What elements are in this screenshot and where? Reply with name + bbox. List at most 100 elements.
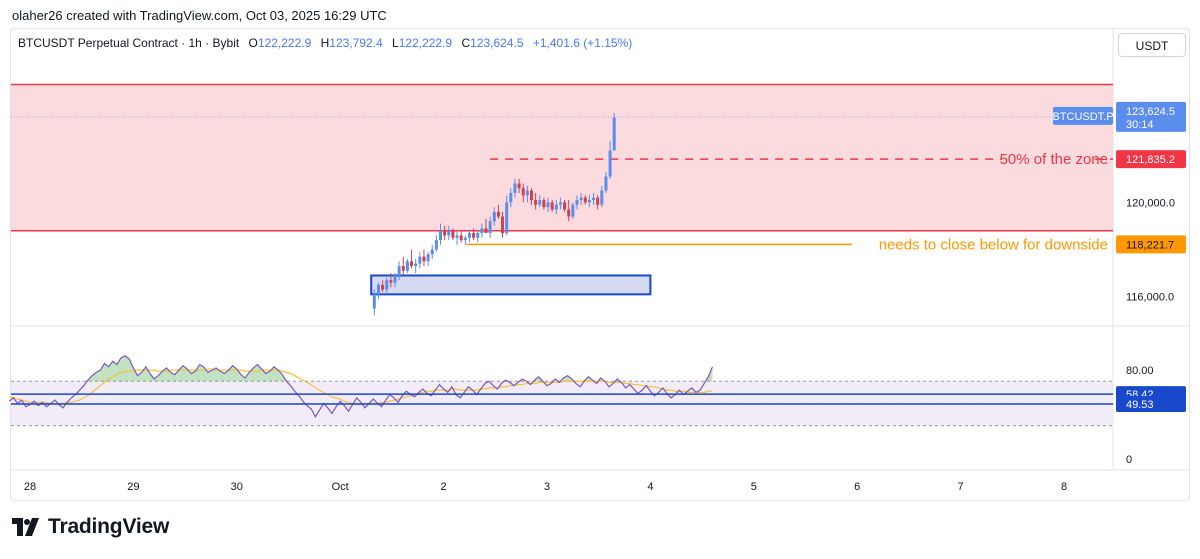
candle-body xyxy=(463,237,467,241)
time-tick-label: 7 xyxy=(958,481,964,493)
candle-body xyxy=(563,202,567,210)
candle-body xyxy=(513,183,517,193)
rsi-tick-label: 80.00 xyxy=(1126,365,1154,377)
time-tick-label: 8 xyxy=(1061,481,1067,493)
supply-zone xyxy=(11,84,1113,231)
candle-body xyxy=(492,211,496,222)
candle-body xyxy=(509,192,513,203)
candle-body xyxy=(459,235,463,241)
candle-body xyxy=(414,263,418,267)
rsi-tick-label: 0 xyxy=(1126,454,1132,466)
candle-body xyxy=(596,197,600,205)
candle-body xyxy=(567,209,571,217)
close-level-label: needs to close below for downside xyxy=(879,236,1108,253)
price-tick-label: 116,000.0 xyxy=(1126,292,1174,304)
symbol-tag-text: BTCUSDT.P xyxy=(1052,111,1113,123)
time-tick-label: 6 xyxy=(854,481,860,493)
rsi-level-value: 49.53 xyxy=(1126,399,1154,411)
demand-box xyxy=(370,274,652,296)
time-tick-label: Oct xyxy=(332,481,349,493)
candle-body xyxy=(517,183,521,189)
candle-body xyxy=(534,200,538,205)
close-level-badge xyxy=(1116,235,1186,254)
candle-body xyxy=(484,228,488,234)
change-value: +1,401.6 (+1.15%) xyxy=(532,36,633,50)
candle-body xyxy=(372,294,376,309)
candle-body xyxy=(600,190,604,205)
candle-body xyxy=(397,266,401,276)
candle-body xyxy=(554,204,558,210)
candle-body xyxy=(443,230,447,236)
candle-body xyxy=(550,202,554,210)
candle-body xyxy=(496,211,500,217)
tradingview-logo-icon xyxy=(12,518,39,536)
time-tick-label: 29 xyxy=(127,481,139,493)
candle-body xyxy=(538,200,542,205)
candle-body xyxy=(476,233,480,238)
high-label: H xyxy=(320,36,330,50)
time-tick-label: 4 xyxy=(647,481,653,493)
tradingview-logo[interactable]: TradingView xyxy=(12,515,169,539)
candle-body xyxy=(608,150,612,177)
candle-body xyxy=(521,188,525,196)
candle-body xyxy=(488,221,492,234)
candle-body xyxy=(389,280,393,283)
last-price-badge-value: 123,624.5 xyxy=(1126,106,1175,118)
close-label: C xyxy=(461,36,471,50)
zone-midline-badge xyxy=(1116,150,1186,169)
time-tick-label: 30 xyxy=(231,481,243,493)
candle-body xyxy=(467,233,471,238)
candle-body xyxy=(480,228,484,234)
candle-body xyxy=(558,202,562,205)
candle-body xyxy=(393,275,397,283)
candle-body xyxy=(592,197,596,201)
rsi-line xyxy=(8,355,713,418)
candle-body xyxy=(501,216,505,234)
last-price-countdown: 30:14 xyxy=(1126,119,1154,131)
time-tick-label: 3 xyxy=(544,481,550,493)
symbol-title[interactable]: BTCUSDT Perpetual Contract · 1h · Bybit xyxy=(18,36,240,50)
candle-body xyxy=(401,266,405,271)
price-tick-label: 120,000.0 xyxy=(1126,197,1175,209)
currency-button[interactable]: USDT xyxy=(1118,33,1186,57)
candle-body xyxy=(426,254,430,262)
candle-body xyxy=(434,240,438,250)
candle-body xyxy=(430,249,434,255)
open-label: O xyxy=(248,36,258,50)
candle-body xyxy=(385,280,389,290)
time-tick-label: 5 xyxy=(751,481,757,493)
candle-body xyxy=(542,200,546,208)
candle-body xyxy=(376,284,380,295)
high-value: 123,792.4 xyxy=(329,36,383,50)
candle-body xyxy=(455,235,459,238)
candle-body xyxy=(579,197,583,201)
open-value: 122,222.9 xyxy=(257,36,312,50)
candle-body xyxy=(529,190,533,201)
candle-body xyxy=(451,230,455,238)
tradingview-logo-text: TradingView xyxy=(48,515,170,538)
candle-body xyxy=(525,190,529,196)
low-value: 122,222.9 xyxy=(398,36,453,50)
candle-body xyxy=(575,200,579,205)
candle-body xyxy=(604,176,608,191)
close-value: 123,624.5 xyxy=(470,36,524,50)
zone-midline-label: 50% of the zone xyxy=(1000,151,1108,168)
time-tick-label: 28 xyxy=(24,481,36,493)
symbol-tag-badge xyxy=(1053,106,1113,125)
symbol-legend: BTCUSDT Perpetual Contract · 1h · Bybit … xyxy=(18,36,632,50)
candle-body xyxy=(587,200,591,203)
low-label: L xyxy=(392,36,399,50)
candle-body xyxy=(546,202,550,208)
rsi-level-badge xyxy=(1116,395,1186,412)
candle-body xyxy=(571,204,575,217)
candle-body xyxy=(505,202,509,234)
candle-body xyxy=(418,256,422,264)
candle-body xyxy=(583,197,587,203)
time-tick-label: 2 xyxy=(441,481,447,493)
last-price-badge xyxy=(1116,101,1186,132)
chart-attribution: olaher26 created with TradingView.com, O… xyxy=(12,8,387,23)
candle-body xyxy=(405,261,409,271)
candle-body xyxy=(410,261,414,267)
candle-body xyxy=(472,233,476,238)
